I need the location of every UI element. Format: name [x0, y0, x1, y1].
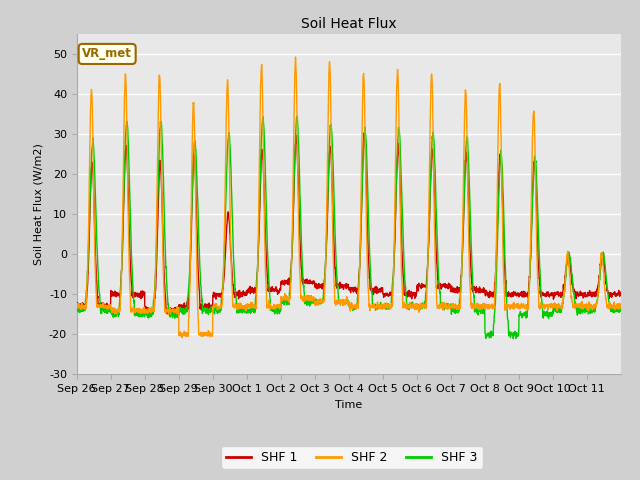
Legend: SHF 1, SHF 2, SHF 3: SHF 1, SHF 2, SHF 3 — [221, 446, 483, 469]
X-axis label: Time: Time — [335, 400, 362, 409]
Text: VR_met: VR_met — [82, 48, 132, 60]
Title: Soil Heat Flux: Soil Heat Flux — [301, 17, 397, 31]
Y-axis label: Soil Heat Flux (W/m2): Soil Heat Flux (W/m2) — [33, 143, 44, 265]
